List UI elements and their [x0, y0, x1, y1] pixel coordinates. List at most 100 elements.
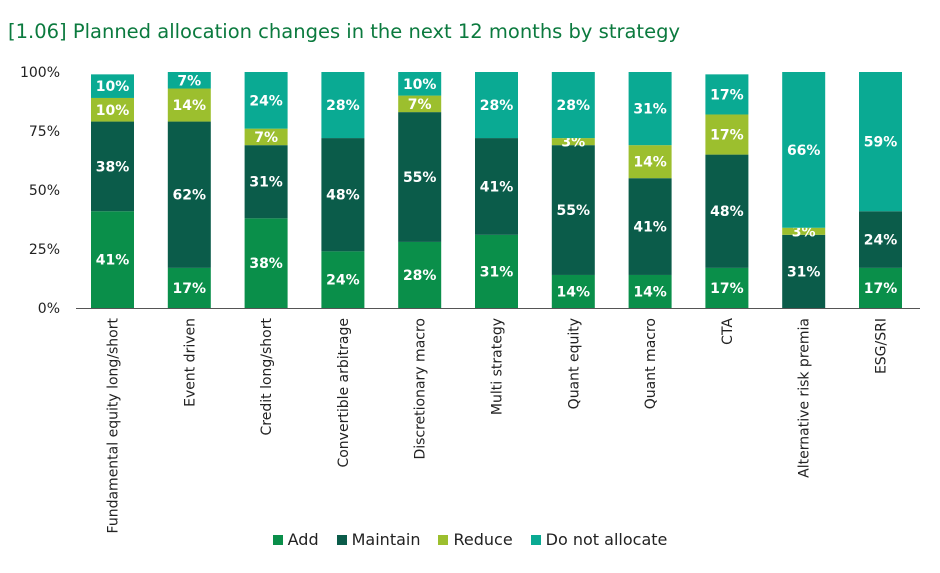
data-label: 10% [96, 103, 130, 119]
data-label: 14% [633, 284, 667, 300]
bar-segment [167, 267, 211, 308]
chart-legend: Add Maintain Reduce Do not allocate [0, 530, 940, 549]
data-label: 7% [177, 73, 201, 89]
data-label: 17% [173, 281, 207, 297]
bar-segment [551, 72, 595, 139]
bar-segment [91, 97, 134, 122]
data-label: 14% [557, 284, 591, 300]
x-category-label: Credit long/short [259, 317, 275, 435]
bar-segment [551, 138, 595, 146]
data-label: 14% [173, 98, 207, 114]
bar-segment [167, 88, 211, 122]
bar-segment [705, 114, 749, 155]
bar-segment [551, 274, 595, 308]
legend-label-maintain: Maintain [351, 530, 421, 549]
data-label: 31% [787, 264, 821, 280]
data-label: 3% [561, 135, 585, 151]
bar-segment [398, 112, 442, 242]
bar-segment [91, 121, 134, 212]
data-label: 62% [173, 188, 207, 204]
legend-item-do-not-allocate: Do not allocate [530, 530, 668, 549]
x-category-label: Discretionary macro [413, 318, 429, 460]
x-category-label: Convertible arbitrage [336, 318, 352, 468]
chart-title: [1.06] Planned allocation changes in the… [8, 20, 680, 43]
bar-segment [859, 267, 902, 308]
x-category-label: ESG/SRI [874, 318, 890, 374]
data-label: 66% [787, 143, 821, 159]
data-label: 38% [249, 256, 283, 272]
legend-label-reduce: Reduce [453, 530, 513, 549]
data-label: 10% [96, 79, 130, 95]
bar-segment [782, 72, 826, 228]
y-tick-label: 100% [20, 65, 60, 81]
legend-swatch-do-not-allocate [530, 534, 541, 545]
bar-segment [782, 227, 826, 235]
bar-segment [628, 178, 672, 275]
bar-segment [244, 218, 288, 308]
bar-segment [782, 234, 826, 308]
data-label: 41% [480, 179, 514, 195]
bar-segment [551, 145, 595, 275]
data-label: 38% [96, 159, 130, 175]
data-label: 28% [480, 98, 514, 114]
legend-label-add: Add [287, 530, 319, 549]
data-label: 17% [710, 128, 744, 144]
y-tick-label: 0% [38, 301, 60, 317]
bar-segment [321, 138, 365, 252]
data-label: 14% [633, 155, 667, 171]
y-tick-label: 25% [29, 242, 60, 258]
legend-swatch-add [272, 534, 283, 545]
bar-segment [475, 72, 518, 139]
data-label: 41% [633, 220, 667, 236]
bar-segment [91, 74, 134, 98]
y-tick-label: 50% [29, 183, 60, 199]
bar-segment [91, 211, 134, 308]
bar-segment [628, 145, 672, 179]
x-category-label: Quant macro [643, 318, 659, 409]
x-category-label: CTA [720, 318, 736, 345]
x-category-label: Event driven [182, 318, 198, 407]
bar-segment [475, 234, 518, 308]
bar-segment [167, 121, 211, 268]
data-label: 48% [710, 204, 744, 220]
data-label: 28% [326, 98, 360, 114]
data-label: 28% [403, 268, 437, 284]
bar-segment [244, 128, 288, 146]
data-label: 24% [249, 93, 283, 109]
legend-swatch-maintain [336, 534, 347, 545]
bar-segment [475, 138, 518, 235]
legend-item-maintain: Maintain [336, 530, 421, 549]
bar-segment [244, 72, 288, 129]
data-label: 17% [710, 281, 744, 297]
bar-segment [167, 72, 211, 89]
x-category-label: Quant equity [566, 318, 582, 409]
data-label: 3% [792, 224, 816, 240]
data-label: 31% [480, 264, 514, 280]
x-category-label: Fundamental equity long/short [106, 317, 122, 533]
data-label: 24% [864, 233, 898, 249]
data-label: 31% [633, 102, 667, 118]
bar-segment [321, 72, 365, 139]
x-category-label: Multi strategy [490, 318, 506, 415]
data-label: 59% [864, 135, 898, 151]
data-label: 55% [557, 203, 591, 219]
data-label: 17% [710, 87, 744, 103]
bar-segment [705, 74, 749, 115]
bar-segment [628, 274, 672, 308]
legend-label-do-not-allocate: Do not allocate [545, 530, 668, 549]
data-label: 31% [249, 175, 283, 191]
data-label: 48% [326, 188, 360, 204]
bar-segment [398, 72, 442, 96]
data-label: 28% [557, 98, 591, 114]
bar-segment [321, 251, 365, 308]
bar-segment [859, 72, 902, 212]
data-label: 17% [864, 281, 898, 297]
y-tick-label: 75% [29, 124, 60, 140]
bar-segment [705, 154, 749, 268]
data-label: 7% [408, 97, 432, 113]
data-label: 55% [403, 170, 437, 186]
bar-segment [398, 95, 442, 113]
legend-item-add: Add [272, 530, 319, 549]
data-label: 41% [96, 253, 130, 269]
